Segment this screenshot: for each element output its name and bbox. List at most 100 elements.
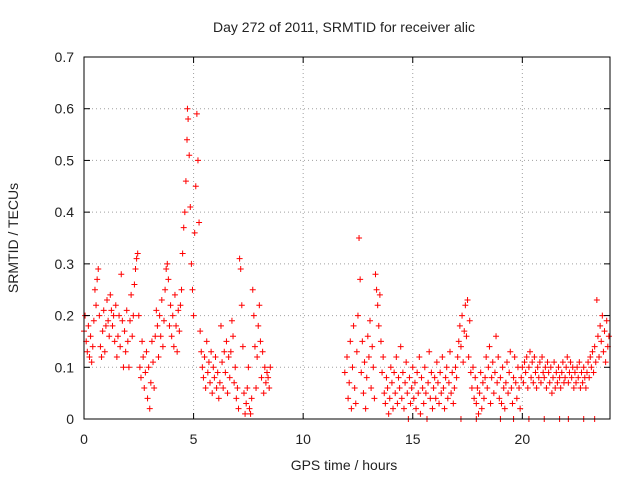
- data-point: [445, 379, 452, 386]
- data-point: [597, 322, 604, 329]
- data-point: [588, 364, 595, 371]
- data-point: [496, 395, 503, 402]
- y-tick-label: 0.4: [55, 204, 75, 220]
- data-point: [148, 338, 155, 345]
- data-point: [570, 384, 577, 391]
- data-point: [363, 374, 370, 381]
- data-point: [440, 384, 447, 391]
- data-point: [391, 369, 398, 376]
- data-point: [422, 390, 429, 397]
- data-point: [392, 390, 399, 397]
- data-point: [502, 379, 509, 386]
- data-point: [372, 271, 379, 278]
- data-point: [197, 328, 204, 335]
- data-point: [216, 379, 223, 386]
- data-point: [592, 359, 599, 366]
- data-point: [196, 219, 203, 226]
- data-point: [519, 364, 526, 371]
- data-point: [145, 364, 152, 371]
- data-point: [596, 353, 603, 360]
- data-point: [374, 302, 381, 309]
- data-point: [99, 328, 106, 335]
- data-point: [154, 322, 161, 329]
- data-point: [402, 379, 409, 386]
- data-point: [127, 317, 134, 324]
- data-point: [456, 322, 463, 329]
- data-point: [257, 338, 264, 345]
- plot-frame: [83, 56, 611, 420]
- data-point: [594, 333, 601, 340]
- data-point: [393, 353, 400, 360]
- data-point: [489, 359, 496, 366]
- x-tick-label: 15: [405, 431, 421, 447]
- data-point: [231, 379, 238, 386]
- data-point: [559, 359, 566, 366]
- data-point: [505, 390, 512, 397]
- data-point: [470, 364, 477, 371]
- data-point: [108, 307, 115, 314]
- data-point: [539, 353, 546, 360]
- data-point: [490, 390, 497, 397]
- data-point: [403, 359, 410, 366]
- data-point: [250, 312, 257, 319]
- data-point: [221, 348, 228, 355]
- data-point: [123, 307, 130, 314]
- data-point: [454, 353, 461, 360]
- data-point: [346, 379, 353, 386]
- data-point: [117, 343, 124, 350]
- data-point: [153, 307, 160, 314]
- y-tick-labels: 0 0.1 0.2 0.3 0.4 0.5 0.6 0.7: [55, 49, 75, 427]
- data-point: [132, 266, 139, 273]
- data-point: [548, 390, 555, 397]
- data-point: [351, 384, 358, 391]
- data-point: [431, 374, 438, 381]
- data-point: [414, 369, 421, 376]
- data-point: [474, 384, 481, 391]
- data-point: [506, 369, 513, 376]
- data-point: [225, 353, 232, 360]
- data-point: [349, 364, 356, 371]
- data-point: [438, 390, 445, 397]
- data-point: [207, 379, 214, 386]
- data-point: [580, 364, 587, 371]
- data-point: [137, 374, 144, 381]
- y-tick-label: 0.7: [55, 49, 75, 65]
- data-point: [503, 359, 510, 366]
- data-point: [190, 312, 197, 319]
- data-point: [562, 374, 569, 381]
- data-point: [557, 384, 564, 391]
- data-point: [463, 333, 470, 340]
- data-point: [517, 405, 524, 412]
- data-point: [358, 369, 365, 376]
- data-point: [168, 333, 175, 340]
- data-point: [443, 364, 450, 371]
- data-point: [439, 353, 446, 360]
- data-point: [460, 359, 467, 366]
- data-point: [362, 405, 369, 412]
- data-point: [565, 379, 572, 386]
- data-point: [529, 359, 536, 366]
- data-point: [461, 328, 468, 335]
- data-point: [520, 379, 527, 386]
- data-point: [473, 400, 480, 407]
- data-point: [419, 384, 426, 391]
- data-point: [466, 317, 473, 324]
- data-point: [163, 266, 170, 273]
- grid-lines: [84, 57, 610, 419]
- data-point: [244, 384, 251, 391]
- data-point: [262, 379, 269, 386]
- data-point: [222, 369, 229, 376]
- data-point: [162, 286, 169, 293]
- data-point: [353, 348, 360, 355]
- data-point: [169, 312, 176, 319]
- data-point: [407, 400, 414, 407]
- data-point: [368, 384, 375, 391]
- data-point: [248, 395, 255, 402]
- data-point: [522, 369, 529, 376]
- data-point: [119, 317, 126, 324]
- data-point: [475, 410, 482, 417]
- data-point: [585, 359, 592, 366]
- data-point: [410, 395, 417, 402]
- data-point: [574, 364, 581, 371]
- data-point: [441, 405, 448, 412]
